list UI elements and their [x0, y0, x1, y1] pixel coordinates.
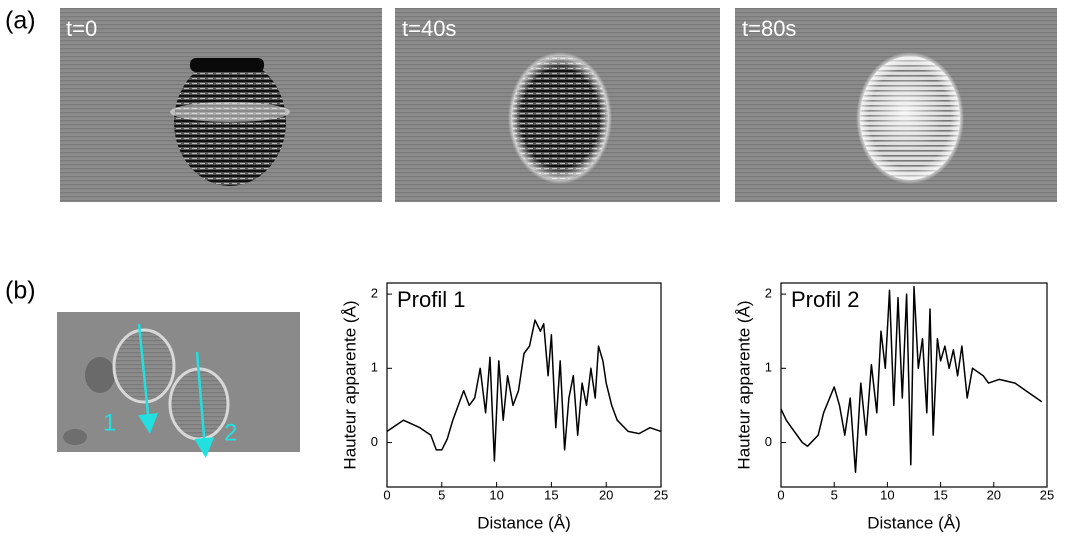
panel-label: (b): [5, 277, 36, 305]
x-tick-label: 10: [489, 487, 503, 502]
plot-frame: [780, 282, 1048, 488]
x-tick-label: 10: [880, 487, 894, 502]
x-tick-label: 25: [1040, 487, 1054, 502]
x-tick-label: 15: [544, 487, 558, 502]
y-axis-title: Hauteur apparente (Å): [340, 300, 359, 469]
y-tick-label: 0: [765, 434, 772, 449]
x-tick-label: 0: [383, 487, 390, 502]
profile-marker: 1: [103, 409, 116, 436]
y-tick-label: 2: [765, 286, 772, 301]
x-tick-label: 0: [777, 487, 784, 502]
y-tick-label: 2: [371, 286, 378, 301]
x-axis-title: Distance (Å): [477, 513, 571, 532]
stm-frame: [60, 8, 382, 202]
x-tick-label: 5: [438, 487, 445, 502]
frame-label: t=80s: [742, 16, 796, 41]
x-tick-label: 20: [599, 487, 613, 502]
stm-frame: [735, 8, 1057, 202]
frame-label: t=40s: [402, 16, 456, 41]
y-tick-label: 0: [371, 434, 378, 449]
x-axis-title: Distance (Å): [867, 513, 961, 532]
stm-image: [57, 312, 300, 458]
chart-title: Profil 1: [397, 287, 465, 312]
y-axis-title: Hauteur apparente (Å): [734, 300, 753, 469]
x-tick-label: 20: [987, 487, 1001, 502]
x-tick-label: 5: [831, 487, 838, 502]
profile-line: [780, 285, 1043, 473]
profile-line: [386, 319, 662, 462]
stm-frame: [395, 8, 720, 202]
chart-title: Profil 2: [791, 287, 859, 312]
y-tick-label: 1: [765, 360, 772, 375]
panel-label: (a): [5, 7, 36, 35]
plot-frame: [386, 282, 662, 488]
profile-marker: 2: [224, 419, 237, 446]
frame-label: t=0: [66, 16, 97, 41]
x-tick-label: 25: [654, 487, 668, 502]
x-tick-label: 15: [933, 487, 947, 502]
y-tick-label: 1: [371, 360, 378, 375]
